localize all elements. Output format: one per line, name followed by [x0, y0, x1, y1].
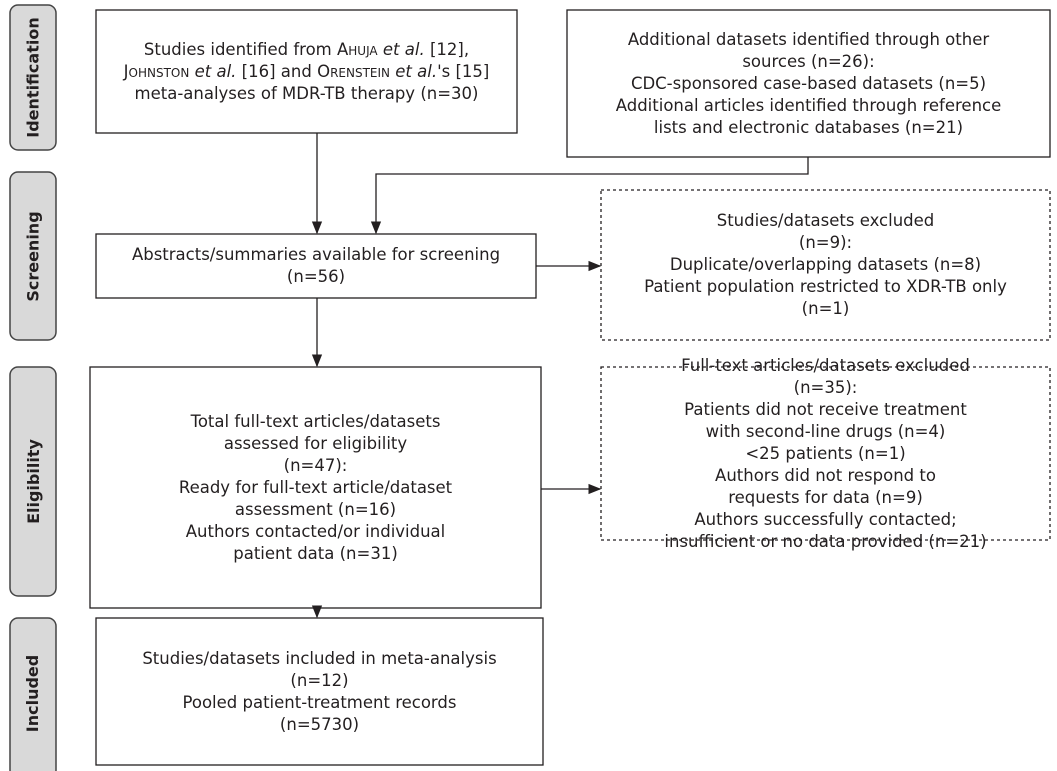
text-line: assessment (n=16) — [234, 499, 397, 519]
text-line: (n=56) — [286, 267, 346, 286]
text: et al. — [395, 61, 438, 81]
box-text: Studies/datasets included in meta-analys… — [96, 618, 543, 765]
text-line: Studies/datasets included in meta-analys… — [142, 648, 497, 668]
text-line: Studies identified from Ahuja et al. [12… — [144, 39, 469, 61]
text-line: (n=9): — [798, 233, 853, 252]
text-line: Additional articles identified through r… — [615, 95, 1002, 115]
text-line: Patient population restricted to XDR-TB … — [644, 277, 1007, 296]
text-line: Total full-text articles/datasets — [190, 411, 441, 431]
text-line: (n=12) — [290, 670, 349, 690]
arrows — [311, 133, 809, 619]
text: et al. — [194, 61, 237, 81]
box-text: Additional datasets identified through o… — [567, 10, 1050, 157]
text-line: Pooled patient-treatment records — [182, 692, 457, 712]
text-line: (n=1) — [801, 299, 850, 318]
stage-label: Identification — [10, 5, 56, 150]
box-text: Abstracts/summaries available for screen… — [96, 234, 536, 298]
text: 's [15] — [437, 61, 490, 81]
text-line: (n=5730) — [279, 714, 360, 734]
text: Studies identified from — [143, 39, 332, 59]
text-line: Full-text articles/datasets excluded — [681, 355, 970, 375]
stage-text: Eligibility — [23, 439, 43, 524]
text-line: insufficient or no data provided (n=21) — [664, 531, 987, 551]
text-line: <25 patients (n=1) — [745, 443, 906, 463]
stage-label: Eligibility — [10, 367, 56, 596]
text-line: sources (n=26): — [742, 51, 875, 71]
text-line: Ready for full-text article/dataset — [178, 477, 453, 497]
text-line: Patients did not receive treatment — [684, 399, 967, 419]
text-line: Johnston et al. [16] and Orenstein et al… — [124, 61, 490, 83]
box-text: Studies/datasets excluded (n=9): Duplicate… — [601, 190, 1050, 340]
box-text: Studies identified from Ahuja et al. [12… — [96, 10, 517, 133]
text-line: Studies/datasets excluded — [716, 211, 935, 230]
text: [16] and — [241, 61, 312, 81]
text-line: requests for data (n=9) — [728, 487, 923, 507]
text-line: Authors contacted/or individual — [185, 521, 446, 541]
text-line: CDC-sponsored case-based datasets (n=5) — [630, 73, 987, 93]
text-line: with second-line drugs (n=4) — [705, 421, 946, 441]
author: Orenstein — [317, 61, 391, 81]
author: Ahuja — [337, 39, 378, 59]
text-line: Additional datasets identified through o… — [627, 29, 990, 49]
box-text: Full-text articles/datasets excluded (n=3… — [601, 356, 1050, 551]
stage-text: Screening — [23, 210, 43, 302]
box-text: Total full-text articles/datasets assesse… — [90, 367, 541, 608]
text-line: meta-analyses of MDR-TB therapy (n=30) — [134, 83, 479, 103]
text-line: (n=35): — [793, 377, 858, 397]
stage-text: Included — [23, 654, 43, 732]
text-line: (n=47): — [283, 455, 348, 475]
text-line: patient data (n=31) — [233, 543, 398, 563]
stage-label: Screening — [10, 172, 56, 340]
text: [12], — [429, 39, 470, 59]
text-line: Duplicate/overlapping datasets (n=8) — [669, 255, 982, 274]
text-line: lists and electronic databases (n=21) — [653, 117, 964, 137]
text-line: Authors successfully contacted; — [694, 509, 957, 529]
text-line: Authors did not respond to — [715, 465, 936, 485]
author: Johnston — [123, 61, 190, 81]
text-line: assessed for eligibility — [223, 433, 408, 453]
text-line: Abstracts/summaries available for screen… — [131, 245, 501, 264]
stage-label: Included — [10, 618, 56, 768]
text: et al. — [382, 39, 425, 59]
stage-tabs — [9, 4, 57, 771]
stage-text: Identification — [23, 17, 43, 138]
